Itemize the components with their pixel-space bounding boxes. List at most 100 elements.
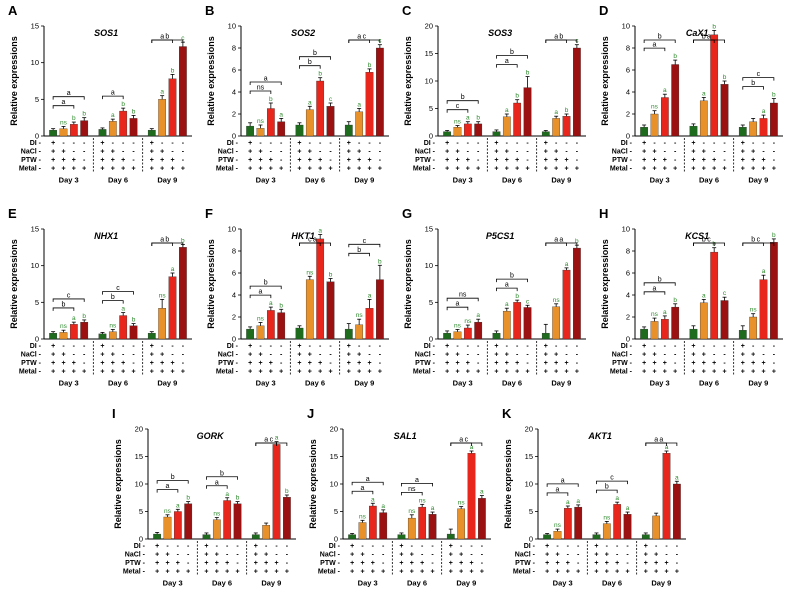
- day-label: Day 6: [305, 176, 325, 185]
- bar: [59, 128, 68, 137]
- treatment-sign: +: [165, 552, 169, 559]
- treatment-sign: -: [555, 140, 558, 147]
- significance-label: a: [470, 444, 474, 451]
- significance-label: a: [566, 499, 570, 506]
- treatment-sign: +: [410, 552, 414, 559]
- significance-bracket: [151, 242, 184, 246]
- treatment-sign: +: [181, 166, 185, 173]
- significance-label: ns: [213, 511, 221, 518]
- treatment-sign: +: [544, 352, 548, 359]
- significance-label: a: [368, 292, 372, 299]
- treatment-sign: -: [379, 343, 382, 350]
- treatment-sign: -: [456, 140, 459, 147]
- treatment-sign: -: [379, 360, 382, 367]
- significance-label: ns: [164, 508, 172, 515]
- treatment-sign: -: [73, 149, 76, 156]
- treatment-sign: +: [155, 543, 159, 550]
- treatment-sign: +: [248, 140, 252, 147]
- y-axis-label: Relative expressions: [600, 36, 610, 126]
- treatment-sign: +: [445, 149, 449, 156]
- bracket-label: a: [160, 34, 164, 41]
- treatment-sign: +: [121, 157, 125, 164]
- bar: [202, 534, 211, 540]
- treatment-sign: +: [111, 352, 115, 359]
- bar: [376, 279, 384, 340]
- day-label: Day 3: [358, 579, 378, 588]
- treatment-sign: +: [459, 560, 463, 567]
- treatment-row-label: PTW -: [320, 560, 340, 567]
- treatment-row-label: Metal -: [513, 569, 536, 576]
- bracket-label: c: [456, 103, 460, 110]
- treatment-sign: +: [594, 569, 598, 576]
- bar: [179, 247, 187, 340]
- y-tick-label: 20: [425, 22, 433, 31]
- treatment-sign: -: [182, 157, 185, 164]
- treatment-row-label: Metal -: [610, 166, 633, 173]
- day-label: Day 3: [553, 579, 573, 588]
- day-label: Day 6: [699, 176, 719, 185]
- treatment-sign: +: [258, 149, 262, 156]
- treatment-sign: -: [319, 140, 322, 147]
- bracket-label: ns: [257, 85, 265, 92]
- treatment-sign: -: [431, 543, 434, 550]
- y-tick-label: 0: [529, 535, 533, 544]
- bracket-label: b: [605, 484, 609, 491]
- treatment-sign: +: [297, 166, 301, 173]
- bracket-label: a: [456, 301, 460, 308]
- treatment-sign: -: [132, 360, 135, 367]
- treatment-sign: +: [72, 157, 76, 164]
- treatment-sign: -: [773, 343, 776, 350]
- y-axis-label: Relative expressions: [9, 239, 19, 329]
- bar: [326, 281, 335, 340]
- treatment-sign: +: [61, 166, 65, 173]
- significance-label: b: [269, 96, 273, 103]
- treatment-row-label: DI -: [329, 543, 341, 550]
- treatment-sign: +: [155, 569, 159, 576]
- significance-label: a: [505, 107, 509, 114]
- bar: [428, 514, 437, 540]
- treatment-sign: -: [171, 343, 174, 350]
- bar: [543, 534, 551, 540]
- treatment-sign: +: [642, 157, 646, 164]
- treatment-sign: +: [445, 166, 449, 173]
- treatment-row-label: PTW -: [515, 560, 535, 567]
- significance-label: b: [82, 313, 86, 320]
- treatment-row-label: Metal -: [19, 369, 42, 376]
- bracket-label: a: [561, 477, 565, 484]
- treatment-sign: +: [72, 166, 76, 173]
- y-axis-label: Relative expressions: [600, 239, 610, 329]
- treatment-sign: +: [215, 552, 219, 559]
- bar: [49, 129, 57, 137]
- treatment-sign: -: [752, 343, 755, 350]
- significance-label: c: [526, 298, 530, 305]
- treatment-sign: -: [161, 343, 164, 350]
- treatment-sign: -: [555, 343, 558, 350]
- treatment-sign: -: [713, 352, 716, 359]
- treatment-sign: +: [347, 157, 351, 164]
- bar: [660, 97, 669, 137]
- treatment-sign: +: [51, 343, 55, 350]
- treatment-sign: +: [642, 140, 646, 147]
- panel-letter: I: [112, 406, 116, 421]
- significance-label: a: [371, 496, 375, 503]
- y-tick-label: 0: [626, 335, 630, 344]
- significance-label: b: [171, 67, 175, 74]
- bar: [650, 321, 659, 340]
- treatment-sign: -: [516, 343, 519, 350]
- bracket-label: c: [465, 437, 469, 444]
- significance-bracket: [496, 287, 518, 292]
- panel-letter: A: [8, 3, 18, 18]
- significance-label: b: [318, 71, 322, 78]
- treatment-sign: +: [51, 140, 55, 147]
- treatment-sign: +: [150, 149, 154, 156]
- treatment-sign: +: [702, 369, 706, 376]
- bar: [344, 328, 353, 340]
- treatment-sign: -: [674, 360, 677, 367]
- day-label: Day 3: [256, 176, 276, 185]
- day-label: Day 6: [108, 176, 128, 185]
- significance-bracket: [693, 39, 725, 43]
- significance-label: b: [575, 238, 579, 245]
- treatment-sign: -: [773, 149, 776, 156]
- treatment-sign: +: [160, 352, 164, 359]
- treatment-sign: -: [576, 149, 579, 156]
